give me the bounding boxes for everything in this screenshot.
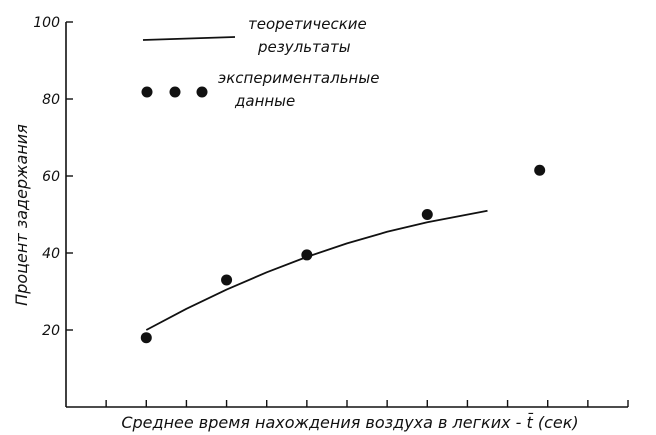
legend-point-marker	[196, 86, 208, 98]
y-tick-label: 100	[33, 15, 60, 31]
data-point	[534, 164, 546, 176]
legend-point-marker	[141, 86, 153, 98]
data-point	[421, 209, 433, 220]
legend-line-label-2: результаты	[257, 38, 351, 56]
legend-point-marker	[169, 86, 181, 98]
data-point	[221, 274, 233, 286]
y-tick-label: 60	[42, 169, 60, 185]
data-point	[140, 332, 152, 344]
legend-line-label-1: теоретические	[248, 15, 367, 33]
theory-line-series	[145, 209, 488, 331]
legend-points-label-2: данные	[234, 92, 295, 110]
y-axis-label: Процент задержания	[12, 124, 31, 306]
legend-points-label-1: экспериментальные	[218, 69, 379, 87]
legend-line-swatch	[142, 36, 236, 41]
data-point	[301, 249, 313, 261]
x-axis-label: Среднее время нахождения воздуха в легки…	[121, 413, 578, 432]
legend: теоретические результаты экспериментальн…	[141, 15, 379, 110]
y-ticks: 20 40 60 80 100	[33, 15, 73, 339]
y-tick-label: 80	[42, 92, 60, 108]
y-tick-label: 40	[42, 246, 60, 262]
theory-curve	[145, 209, 488, 331]
experimental-points-series	[140, 164, 546, 344]
x-ticks	[105, 400, 629, 407]
y-tick-label: 20	[42, 323, 60, 339]
